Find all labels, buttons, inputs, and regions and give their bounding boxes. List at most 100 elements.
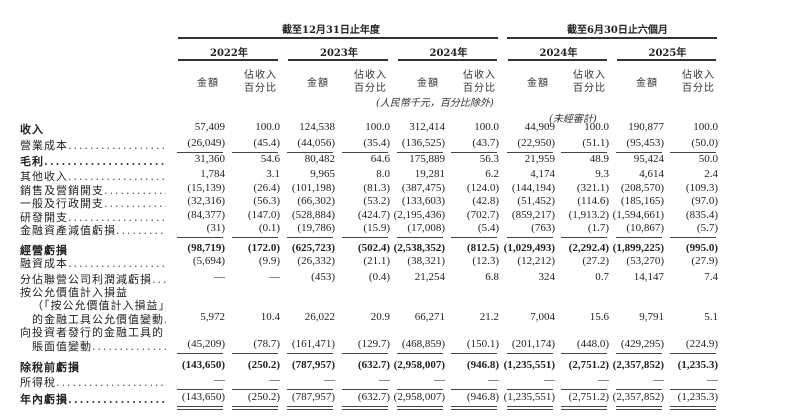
amount-cell: 21,254 — [414, 271, 445, 283]
total-rule — [507, 152, 553, 153]
total-rule — [561, 237, 607, 238]
dot-leader: ........................................… — [68, 257, 166, 270]
total-rule — [397, 406, 443, 407]
dot-leader: ........................................… — [92, 340, 166, 353]
total-rule — [616, 152, 662, 153]
year-header: 2022年 — [210, 48, 248, 59]
row-label: 所得稅.....................................… — [20, 374, 166, 390]
total-rule — [177, 353, 223, 354]
amount-cell: — — [544, 374, 555, 386]
pct-column-header: 佔收入 — [682, 70, 715, 81]
row-label-text: 賬面值變動 — [32, 340, 92, 353]
total-rule — [561, 353, 607, 354]
pct-cell: (0.1) — [258, 222, 280, 234]
amount-cell: (528,884) — [291, 209, 335, 221]
pct-cell: (2,292.4) — [568, 242, 609, 254]
pct-cell: (53.2) — [363, 195, 390, 207]
pct-cell: (321.1) — [576, 182, 609, 194]
amount-column-header: 金額 — [527, 78, 549, 89]
total-rule — [561, 406, 607, 407]
pct-cell: 54.6 — [260, 153, 280, 165]
pct-cell: (150.1) — [466, 338, 499, 350]
pct-cell: (2,751.2) — [568, 359, 609, 371]
pct-cell: 6.2 — [485, 168, 499, 180]
total-rule — [397, 389, 443, 390]
amount-cell: (51,452) — [517, 195, 555, 207]
annual-period-header: 截至12月31日止年度 — [282, 25, 380, 36]
dot-leader: ........................................… — [56, 376, 166, 389]
pct-cell: (172.0) — [247, 242, 280, 254]
amount-cell: (787,957) — [291, 359, 335, 371]
unaudited-note: (未經審計) — [549, 114, 597, 125]
amount-cell: 124,538 — [299, 121, 335, 133]
amount-cell: 9,791 — [639, 311, 664, 323]
header-rule — [178, 37, 498, 39]
total-rule — [616, 353, 662, 354]
pct-column-header: 佔收入 — [354, 70, 387, 81]
pct-cell: (109.3) — [685, 182, 718, 194]
pct-cell: (35.4) — [363, 137, 390, 149]
amount-cell: (2,958,007) — [393, 391, 445, 403]
total-rule — [451, 353, 497, 354]
total-rule — [232, 237, 278, 238]
pct-cell: (702.7) — [466, 209, 499, 221]
total-rule — [616, 389, 662, 390]
pct-cell: (26.4) — [253, 182, 280, 194]
total-rule — [670, 406, 716, 407]
pct-cell: (45.4) — [253, 137, 280, 149]
total-rule — [342, 353, 388, 354]
amount-cell: (468,859) — [401, 338, 445, 350]
pct-column-header: 百分比 — [573, 83, 606, 94]
amount-cell: (53,270) — [626, 255, 664, 267]
total-rule — [670, 237, 716, 238]
total-rule — [397, 409, 443, 410]
total-rule — [561, 389, 607, 390]
amount-cell: (185,165) — [620, 195, 664, 207]
pct-cell: — — [598, 374, 609, 386]
amount-cell: (387,475) — [401, 182, 445, 194]
amount-cell: (38,321) — [407, 255, 445, 267]
amount-cell: 57,409 — [194, 121, 225, 133]
row-label: 按公允價值計入損益 — [20, 284, 166, 300]
total-rule — [232, 152, 278, 153]
amount-cell: — — [653, 374, 664, 386]
amount-cell: 31,360 — [194, 153, 225, 165]
row-label: 經營虧損 — [20, 242, 166, 258]
amount-column-header: 金額 — [197, 78, 219, 89]
amount-cell: (2,538,352) — [393, 242, 445, 254]
total-rule — [561, 152, 607, 153]
row-label: 毛利......................................… — [20, 153, 166, 169]
row-label: 除稅前虧損 — [20, 359, 166, 375]
amount-cell: (143,650) — [181, 359, 225, 371]
year-header: 2024年 — [539, 48, 578, 59]
pct-cell: (250.2) — [247, 359, 280, 371]
total-rule — [342, 389, 388, 390]
pct-cell: (129.7) — [357, 338, 390, 350]
amount-cell: (15,139) — [187, 182, 225, 194]
pct-column-header: 百分比 — [682, 83, 715, 94]
amount-cell: 324 — [538, 271, 556, 283]
row-label-text: 金融資產減值虧損 — [20, 224, 116, 237]
year-rule — [288, 59, 388, 61]
pct-cell: 100.0 — [474, 121, 499, 133]
amount-cell: (1,235,551) — [503, 391, 555, 403]
pct-cell: — — [269, 374, 280, 386]
pct-cell: (250.2) — [247, 391, 280, 403]
amount-cell: 7,004 — [530, 311, 555, 323]
amount-cell: (2,958,007) — [393, 359, 445, 371]
total-rule — [177, 237, 223, 238]
pct-cell: (1.7) — [587, 222, 609, 234]
dot-leader: ........................................… — [116, 224, 166, 237]
pct-cell: (56.3) — [253, 195, 280, 207]
total-rule — [177, 389, 223, 390]
dot-leader: ........................................… — [164, 313, 166, 326]
pct-cell: (946.8) — [466, 391, 499, 403]
amount-cell: 1,784 — [200, 168, 225, 180]
pct-cell: (27.2) — [582, 255, 609, 267]
amount-cell: 26,022 — [304, 311, 335, 323]
header-rule — [507, 37, 717, 39]
pct-cell: (448.0) — [576, 338, 609, 350]
row-label: 年內虧損....................................… — [20, 391, 166, 407]
amount-cell: (66,302) — [297, 195, 335, 207]
pct-cell: — — [707, 374, 718, 386]
